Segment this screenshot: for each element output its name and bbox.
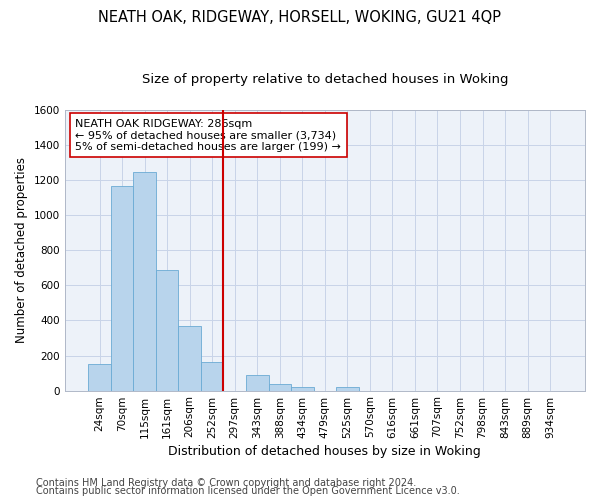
Bar (156, 270, 178, 390)
Text: NEATH OAK RIDGEWAY: 286sqm
← 95% of detached houses are smaller (3,734)
5% of se: NEATH OAK RIDGEWAY: 286sqm ← 95% of deta… (75, 118, 341, 152)
Bar (269, 384, 291, 390)
Text: NEATH OAK, RIDGEWAY, HORSELL, WOKING, GU21 4QP: NEATH OAK, RIDGEWAY, HORSELL, WOKING, GU… (98, 10, 502, 25)
Bar (111, 186, 133, 390)
Bar (178, 326, 201, 390)
Text: Contains public sector information licensed under the Open Government Licence v3: Contains public sector information licen… (36, 486, 460, 496)
Bar (336, 387, 359, 390)
X-axis label: Distribution of detached houses by size in Woking: Distribution of detached houses by size … (169, 444, 481, 458)
Bar (201, 362, 223, 390)
Bar (88, 364, 111, 390)
Title: Size of property relative to detached houses in Woking: Size of property relative to detached ho… (142, 72, 508, 86)
Y-axis label: Number of detached properties: Number of detached properties (15, 158, 28, 344)
Bar (133, 172, 156, 390)
Bar (291, 387, 314, 390)
Text: Contains HM Land Registry data © Crown copyright and database right 2024.: Contains HM Land Registry data © Crown c… (36, 478, 416, 488)
Bar (246, 375, 269, 390)
